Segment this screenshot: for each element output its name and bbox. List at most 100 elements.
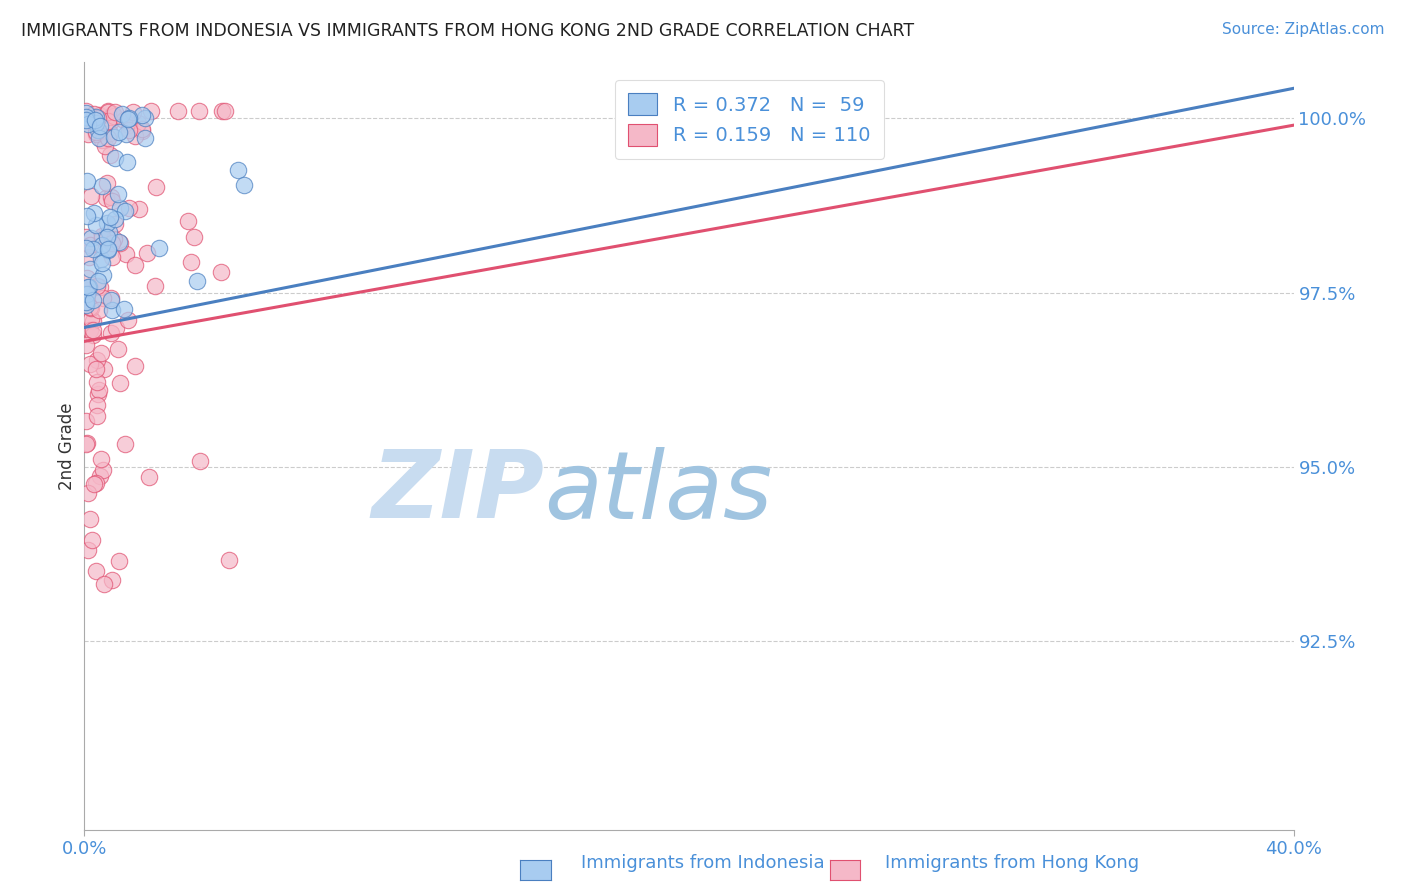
Point [186,274,208,288]
Point [77,127,100,141]
Point [79,357,101,371]
Point [94,139,117,153]
Point [93,576,115,591]
Text: Immigrants from Hong Kong: Immigrants from Hong Kong [886,855,1139,872]
Point [87,111,110,125]
Point [209,265,232,279]
Point [96,229,118,244]
Point [104,151,127,165]
Point [115,155,138,169]
Point [80,311,103,326]
Point [96,215,118,229]
Point [97,104,120,119]
Point [75,414,97,428]
Point [77,280,100,294]
Point [103,232,125,246]
Point [86,127,108,141]
Point [136,246,159,260]
Point [138,470,160,484]
Y-axis label: 2nd Grade: 2nd Grade [58,402,76,490]
Point [86,376,108,390]
Point [82,314,104,328]
Point [97,244,120,258]
Point [107,187,129,202]
Point [122,104,145,119]
Point [76,106,98,120]
Point [84,475,107,490]
Point [93,463,115,477]
Point [97,226,120,240]
Point [90,451,112,466]
Point [131,108,153,122]
Point [114,203,136,218]
Point [86,352,108,367]
Point [84,125,107,139]
Point [87,274,110,288]
Point [134,112,156,126]
Point [100,293,122,307]
Point [77,283,100,297]
Text: ZIP: ZIP [371,446,544,538]
Point [84,110,107,124]
Point [107,342,129,356]
Point [114,127,136,141]
Point [100,326,122,341]
Point [105,321,128,335]
Point [124,128,146,143]
Point [101,106,124,120]
Point [86,398,108,412]
Point [76,287,98,301]
Point [118,201,141,215]
Point [84,112,107,127]
Point [108,125,131,139]
Point [145,179,167,194]
Point [101,574,124,588]
Point [83,206,105,220]
Point [90,252,112,266]
Point [91,268,114,282]
Point [108,201,131,215]
Point [211,104,233,119]
Point [76,271,98,285]
Point [75,104,97,119]
Point [228,162,250,177]
Point [79,238,101,252]
Point [90,229,112,244]
Point [98,148,121,162]
Point [82,242,104,256]
Point [188,453,211,467]
Point [75,298,97,312]
Point [131,122,153,136]
Point [131,124,153,138]
Point [89,131,111,145]
Point [89,119,111,133]
Point [76,436,98,450]
Point [96,232,118,246]
Point [108,554,131,568]
Point [177,214,200,228]
Point [98,211,121,225]
Point [117,112,139,127]
Point [148,241,170,255]
Point [112,301,135,316]
Text: Immigrants from Indonesia: Immigrants from Indonesia [581,855,825,872]
Point [97,114,120,128]
Point [103,129,125,144]
Point [77,280,100,294]
Point [90,345,112,359]
Point [108,235,131,249]
Point [84,362,107,376]
Point [75,240,97,254]
Point [93,362,115,376]
Point [117,313,139,327]
Point [101,250,124,264]
Point [98,126,121,140]
Point [97,242,120,256]
Point [75,437,97,451]
Point [114,247,136,261]
Point [80,533,103,547]
Point [128,202,150,217]
Point [90,237,112,252]
Point [75,112,97,127]
Point [214,104,236,119]
